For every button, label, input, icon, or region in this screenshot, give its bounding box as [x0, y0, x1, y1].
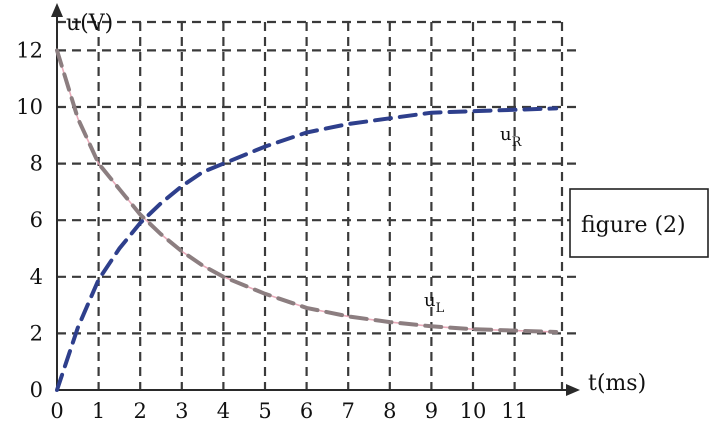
series-line-u-r	[55, 106, 559, 392]
y-tick-label: 0	[30, 378, 43, 402]
x-tick-label: 10	[460, 399, 487, 423]
y-tick-label: 12	[16, 38, 43, 62]
y-axis-title: u(V)	[66, 11, 113, 36]
x-tick-label: 2	[134, 399, 147, 423]
x-tick-label: 7	[342, 399, 355, 423]
figure-caption-box	[569, 188, 709, 258]
y-tick-label: 6	[30, 208, 43, 232]
y-tick-label: 2	[30, 321, 43, 345]
figure-caption: figure (2)	[569, 188, 709, 258]
series-label-u-l: uL	[424, 290, 445, 316]
x-axis-title: t(ms)	[588, 371, 646, 396]
y-tick-label: 4	[30, 265, 43, 289]
x-tick-label: 1	[92, 399, 105, 423]
y-axis-arrow	[51, 3, 63, 17]
x-tick-label: 5	[258, 399, 271, 423]
y-tick-label: 8	[30, 152, 43, 176]
x-tick-label: 6	[300, 399, 313, 423]
y-tick-label: 10	[16, 95, 43, 119]
x-tick-label: 9	[425, 399, 438, 423]
series-line-u-l	[55, 48, 559, 334]
series-label-u-r: uR	[500, 124, 523, 150]
x-axis-arrow	[566, 384, 580, 396]
series-group	[55, 48, 559, 392]
figure-caption-text: figure (2)	[581, 213, 686, 238]
x-tick-label: 0	[50, 399, 63, 423]
x-tick-label: 4	[217, 399, 230, 423]
x-tick-label: 11	[501, 399, 528, 423]
x-tick-label: 3	[175, 399, 188, 423]
x-tick-label: 8	[383, 399, 396, 423]
